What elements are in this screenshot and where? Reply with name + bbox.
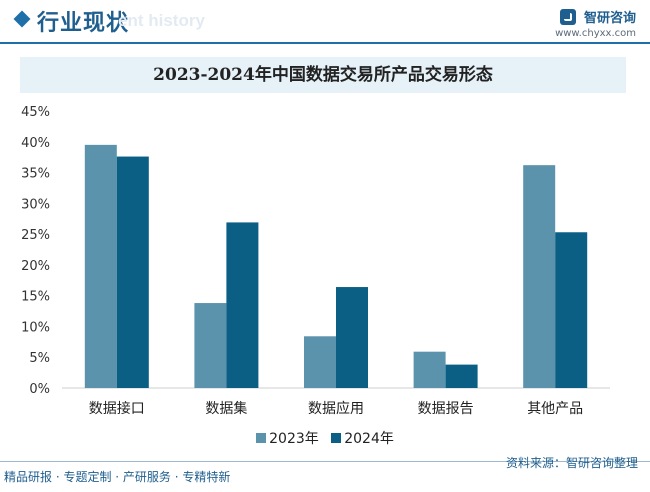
- brand-name: 智研咨询: [583, 11, 636, 26]
- legend-label-2023: 2023年: [269, 431, 319, 447]
- footer-services: 精品研报 · 专题定制 · 产研服务 · 专精特新: [4, 470, 231, 484]
- x-category-label: 数据集: [205, 400, 247, 417]
- brand: 智研咨询 www.chyxx.com: [555, 6, 636, 39]
- ghost-watermark-text: ent history: [118, 11, 205, 30]
- bar-2024: [445, 364, 478, 388]
- bar-2023: [413, 351, 446, 388]
- brand-url: www.chyxx.com: [555, 28, 636, 39]
- bar-2024: [226, 222, 259, 388]
- footer-divider: [0, 461, 650, 462]
- y-tick-label: 40%: [21, 136, 50, 151]
- x-category-label: 数据报告: [418, 401, 474, 417]
- diamond-icon: [13, 10, 31, 28]
- header: 行业现状 ent history 智研咨询 www.chyxx.com: [0, 0, 650, 40]
- x-category-label: 其他产品: [527, 401, 583, 417]
- y-tick-label: 30%: [21, 197, 50, 212]
- legend: 2023年 2024年: [0, 428, 650, 448]
- y-tick-label: 5%: [29, 351, 50, 366]
- bar-2024: [336, 287, 368, 388]
- bar-2023: [304, 336, 336, 388]
- legend-item-2023: 2023年: [256, 428, 319, 448]
- chart-title: 2023-2024年中国数据交易所产品交易形态: [153, 65, 493, 85]
- footer-source: 资料来源：智研咨询整理: [505, 456, 638, 470]
- bar-chart: 0% 5% 10% 15% 20% 25% 30% 35% 40% 45% 数据接口 数据集 数据应用 数…: [21, 105, 610, 417]
- legend-swatch-2023: [256, 433, 267, 443]
- bar-2023: [523, 165, 556, 388]
- y-tick-label: 25%: [21, 228, 50, 243]
- x-category-label: 数据应用: [308, 400, 364, 417]
- bar-2023: [194, 303, 227, 388]
- y-tick-label: 35%: [21, 167, 50, 182]
- legend-label-2024: 2024年: [344, 431, 394, 447]
- y-tick-label: 10%: [21, 320, 50, 335]
- y-tick-label: 20%: [21, 259, 50, 274]
- bar-2024: [116, 156, 149, 388]
- header-divider: [0, 42, 650, 44]
- bar-2024: [555, 232, 588, 388]
- y-tick-label: 15%: [21, 290, 50, 305]
- chart-title-band: 2023-2024年中国数据交易所产品交易形态: [20, 57, 626, 93]
- legend-swatch-2024: [331, 433, 342, 443]
- y-tick-label: 45%: [21, 105, 50, 120]
- x-category-label: 数据接口: [89, 400, 145, 417]
- legend-item-2024: 2024年: [331, 428, 394, 448]
- section-title: 行业现状: [37, 11, 130, 36]
- bar-2023: [84, 144, 117, 388]
- y-tick-label: 0%: [29, 382, 50, 397]
- brand-logo-icon: [559, 8, 576, 25]
